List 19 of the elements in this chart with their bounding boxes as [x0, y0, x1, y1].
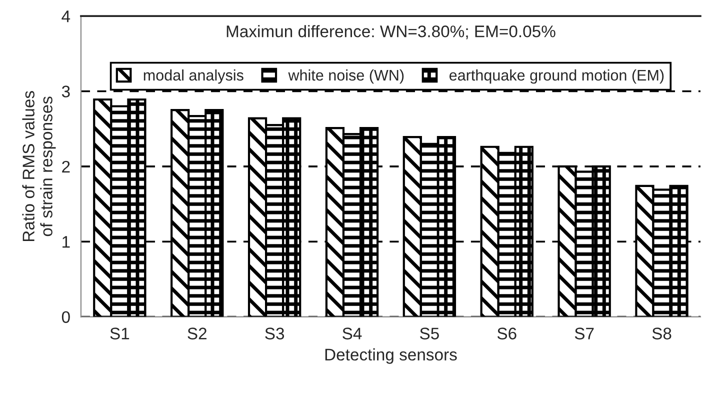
y-axis-title: Ratio of RMS values of strain responses	[22, 91, 56, 241]
legend-label: modal analysis	[144, 69, 244, 84]
x-tick-label: S3	[265, 328, 284, 340]
y-tick-label: 4	[62, 10, 70, 22]
y-tick-label: 1	[62, 236, 70, 248]
annotation: Maximun difference: WN=3.80%; EM=0.05%	[226, 25, 556, 40]
x-tick-label: S2	[188, 328, 206, 340]
x-tick-label: S6	[497, 328, 516, 340]
y-tick-label: 0	[62, 311, 70, 323]
x-tick-label: S4	[342, 328, 362, 340]
legend-label: earthquake ground motion (EM)	[449, 69, 664, 84]
x-tick-label: S5	[420, 328, 439, 340]
y-tick-label: 3	[62, 86, 70, 98]
x-tick-label: S8	[652, 328, 672, 340]
legend-label: white noise (WN)	[288, 69, 404, 84]
x-tick-label: S1	[110, 328, 130, 340]
x-axis-title: Detecting sensors	[325, 348, 457, 364]
y-tick-label: 2	[62, 160, 70, 172]
x-tick-label: S7	[574, 328, 594, 340]
